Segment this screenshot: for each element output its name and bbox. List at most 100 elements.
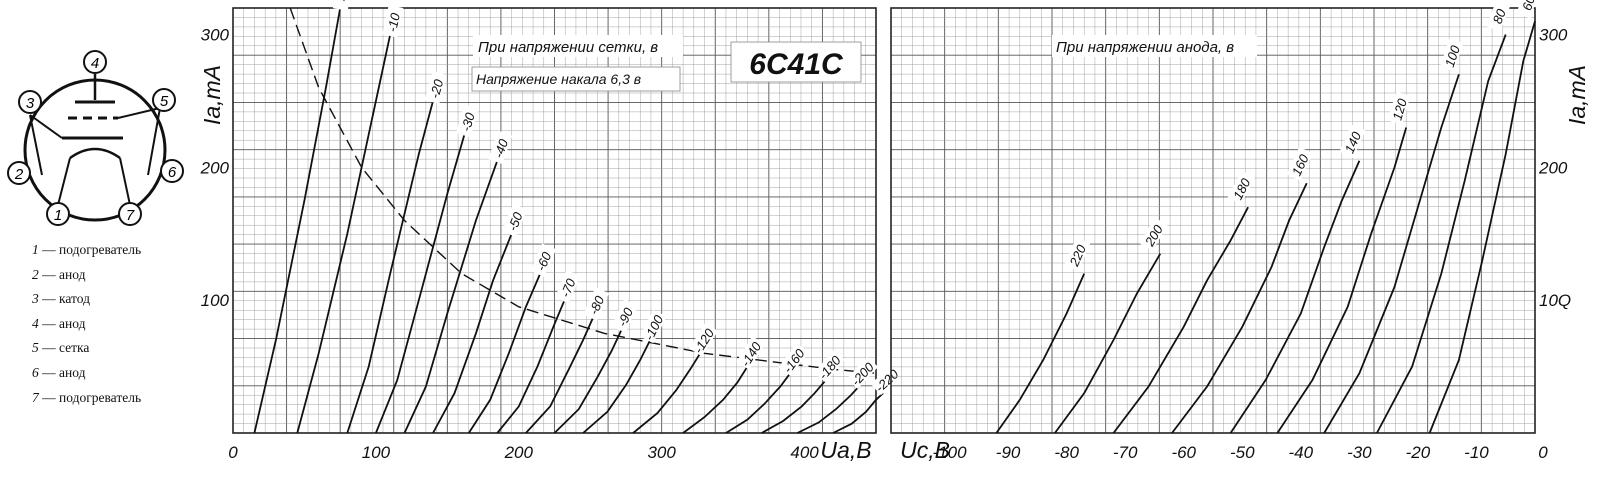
series-label-bg [1064, 237, 1091, 271]
series-label-bg [689, 322, 718, 357]
series-label: -10 [384, 11, 403, 33]
x-tick-label: -60 [1171, 443, 1196, 462]
series-label-bg [736, 336, 765, 370]
curve-100 [1323, 74, 1460, 434]
legend-separator: — [38, 340, 59, 356]
curve-140 [1229, 160, 1361, 434]
series-label: -70 [557, 276, 578, 300]
series-label-bg [488, 130, 513, 164]
series-label-bg [530, 243, 557, 277]
series-label: -20 [427, 77, 447, 100]
curve--30 [375, 133, 466, 434]
pin-4: 4 [83, 50, 107, 74]
cathode-lead-3 [29, 114, 63, 139]
legend-row-1: 1 — подогреватель [32, 238, 141, 263]
y-tick-label: 300 [201, 26, 230, 45]
anode-lead-6 [147, 107, 161, 176]
series-label-bg [1339, 124, 1366, 158]
tube-socket-schematic: 4 3 5 2 6 1 7 [7, 50, 184, 226]
pin-3-label: 3 [26, 95, 35, 112]
series-label: 80 [1490, 6, 1509, 26]
pin-6-label: 6 [168, 164, 177, 181]
series-label-bg [639, 309, 667, 344]
legend-separator: — [38, 291, 59, 307]
pin-1: 1 [46, 202, 70, 226]
x-tick-label: 100 [362, 443, 391, 462]
curve--220 [832, 392, 884, 434]
curve--140 [682, 366, 749, 434]
grid-characteristics-chart: -100 -90 -80 -70 -60 -50 -40 -30 -20 -10 010Q20030… [890, 0, 1590, 463]
series-label: 120 [1389, 96, 1410, 122]
curve--60 [468, 273, 542, 434]
legend-number: 4 [32, 315, 39, 331]
x-tick-label: 400 [790, 443, 819, 462]
x-tick-label: 0 [228, 443, 238, 462]
annotation-box [473, 35, 683, 57]
legend-number: 2 [32, 266, 39, 282]
curve-60 [1428, 21, 1536, 434]
y-tick-label: 10Q [1539, 291, 1571, 310]
series-label: -50 [505, 209, 526, 233]
series-label-bg [846, 356, 879, 389]
series-label-bg [1387, 91, 1411, 125]
annotation-box [1052, 35, 1257, 57]
x-tick-label: -30 [1347, 443, 1372, 462]
y-tick-label: 200 [1538, 158, 1568, 177]
pin-4-label: 4 [91, 55, 99, 72]
curve--10 [296, 34, 392, 434]
series-label-bg [583, 287, 610, 321]
curve--120 [632, 352, 701, 434]
grid-voltage-annotation: При напряжении сетки, в [478, 39, 658, 56]
heater-lead-7 [119, 157, 131, 206]
curve--40 [403, 160, 499, 434]
curve--100 [582, 339, 652, 434]
curve--70 [496, 299, 566, 434]
curve--160 [725, 372, 792, 434]
series-label-bg [382, 5, 404, 38]
x-tick-label: 300 [647, 443, 676, 462]
legend-separator: — [38, 242, 59, 257]
x-tick-label: -70 [1113, 443, 1138, 462]
curve--180 [761, 379, 827, 434]
pin-7-label: 7 [126, 207, 135, 224]
series-label: -30 [458, 110, 478, 133]
legend-label: анод [59, 266, 86, 282]
pin-2: 2 [7, 161, 31, 185]
series-label-bg [1227, 170, 1255, 205]
legend-row-5: 5 — сетка [32, 336, 141, 361]
series-label-bg [778, 343, 809, 377]
curve--200 [797, 385, 860, 434]
series-label: -80 [586, 293, 608, 317]
heater-voltage-annotation: Напряжение накала 6,3 в [476, 71, 641, 87]
x-tick-label: -40 [1289, 443, 1314, 462]
heater-lead-1 [57, 157, 71, 206]
x-axis-label: Ua,B [820, 437, 871, 463]
curve-180 [1112, 206, 1249, 434]
x-tick-label: -50 [1230, 443, 1255, 462]
legend-separator: — [38, 266, 59, 282]
legend-label: катод [59, 291, 90, 307]
legend-label: анод [59, 315, 86, 331]
curve--20 [346, 100, 434, 434]
series-label-bg [1439, 38, 1464, 72]
legend-separator: — [38, 389, 59, 405]
curve--50 [432, 233, 513, 434]
series-label: 60 [1519, 0, 1538, 12]
series-label: -1 [335, 0, 352, 3]
curve-220 [995, 273, 1086, 434]
curve-160 [1171, 182, 1308, 434]
curve--1 [253, 7, 342, 434]
pin-7: 7 [118, 202, 142, 226]
x-tick-label: -10 [1464, 443, 1489, 462]
x-tick-label: -100 [933, 443, 968, 462]
plot-frame [890, 7, 1536, 434]
legend-row-2: 2 — анод [32, 263, 141, 288]
legend-row-6: 6 — анод [32, 361, 141, 386]
grid-lead-5 [117, 107, 161, 119]
legend-label: подогреватель [59, 242, 142, 257]
anode-lead-2 [29, 114, 43, 176]
series-label: -40 [491, 136, 512, 159]
series-label-bg [1139, 217, 1168, 251]
max-dissipation-curve [289, 7, 877, 374]
